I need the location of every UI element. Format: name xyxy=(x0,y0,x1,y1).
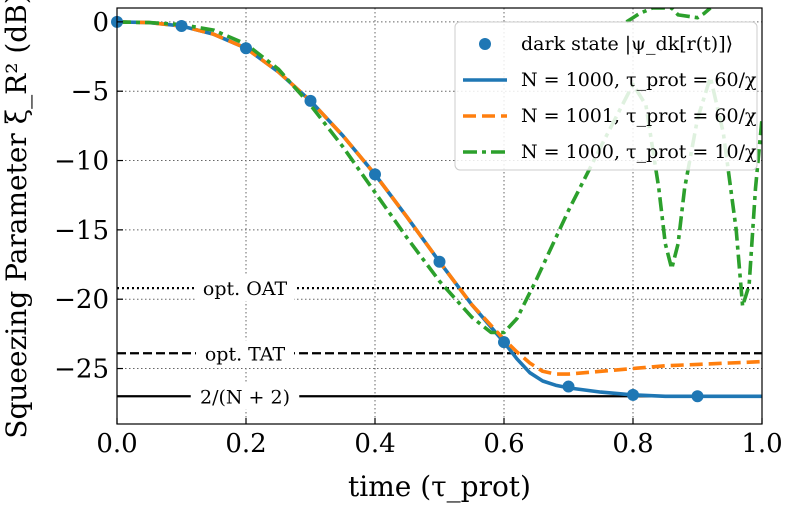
reference-label-bg xyxy=(196,275,294,302)
reference-lines: opt. OAT opt. TAT 2/(N + 2) xyxy=(117,275,762,410)
legend-label: N = 1000, τ_prot = 60/χ xyxy=(521,69,757,91)
reference-line: opt. TAT xyxy=(117,340,762,367)
x-tick-label: 1.0 xyxy=(741,429,782,459)
data-point xyxy=(240,42,252,55)
data-point xyxy=(433,255,446,268)
data-point xyxy=(304,94,317,107)
x-tick-label: 0.4 xyxy=(354,429,395,459)
legend-entry: dark state |ψ_dk[r(t)]⟩ xyxy=(479,33,733,55)
legend-marker xyxy=(479,38,491,50)
legend-entry: N = 1001, τ_prot = 60/χ xyxy=(463,105,757,127)
marker-layer xyxy=(111,15,704,403)
y-tick-label: −15 xyxy=(54,216,109,246)
legend: dark state |ψ_dk[r(t)]⟩ N = 1000, τ_prot … xyxy=(454,21,758,171)
legend-box xyxy=(454,21,758,171)
reference-label-bg xyxy=(190,383,300,410)
reference-label-bg xyxy=(196,340,294,367)
y-tick-label: −25 xyxy=(54,355,109,385)
data-point xyxy=(175,20,188,33)
data-point xyxy=(498,336,510,349)
legend-label: dark state |ψ_dk[r(t)]⟩ xyxy=(521,33,733,55)
y-tick-label: −5 xyxy=(71,77,109,107)
plot-frame xyxy=(116,7,763,425)
y-tick-label: −10 xyxy=(54,147,109,177)
data-point xyxy=(627,388,639,401)
x-tick-label: 0.0 xyxy=(96,429,137,459)
x-tick-label: 0.6 xyxy=(483,429,524,459)
y-tick-label: −20 xyxy=(54,285,109,315)
x-tick-label: 0.2 xyxy=(225,429,266,459)
data-point xyxy=(562,380,575,393)
legend-label: N = 1000, τ_prot = 10/χ xyxy=(521,141,757,163)
y-axis-label: Squeezing Parameter ξ_R² (dB) xyxy=(0,0,33,439)
x-tick-label: 0.8 xyxy=(612,429,653,459)
series-line xyxy=(117,20,762,335)
legend-entry: N = 1000, τ_prot = 10/χ xyxy=(463,141,757,163)
series-line xyxy=(625,8,712,24)
ticks: 0.0 0.2 0.4 0.6 0.8 1.0 0 −5 −10 −15 −20 −25 xyxy=(54,8,783,459)
series-line xyxy=(117,20,762,376)
reference-line: opt. OAT xyxy=(117,275,762,302)
legend-entry: N = 1000, τ_prot = 60/χ xyxy=(463,69,757,91)
y-tick-label: 0 xyxy=(92,8,109,38)
x-axis-label: time (τ_prot) xyxy=(348,470,531,503)
reference-line-label: opt. OAT xyxy=(203,278,288,300)
data-point xyxy=(691,390,704,403)
data-point xyxy=(369,168,381,181)
legend-label: N = 1001, τ_prot = 60/χ xyxy=(521,105,757,127)
reference-line-label: 2/(N + 2) xyxy=(200,386,290,408)
reference-line-label: opt. TAT xyxy=(205,343,286,365)
